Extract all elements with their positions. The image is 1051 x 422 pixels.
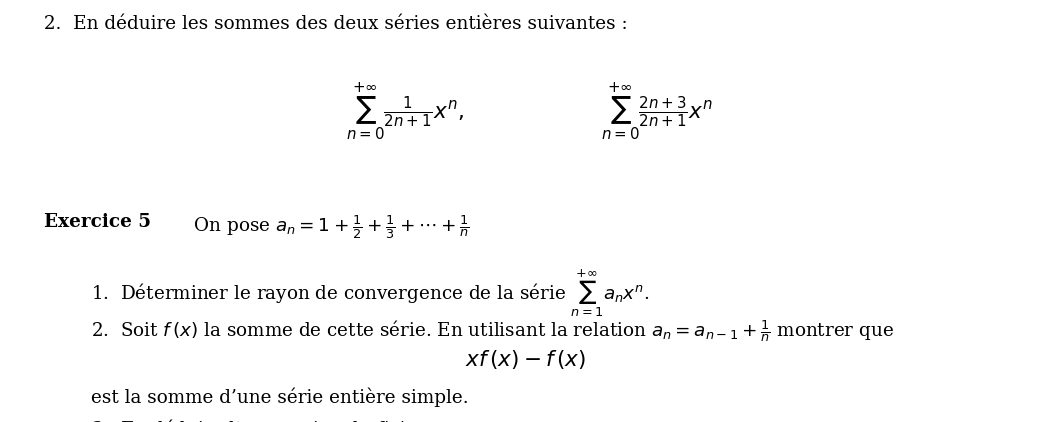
Text: Exercice 5: Exercice 5	[44, 213, 151, 231]
Text: $\sum_{n=0}^{+\infty} \frac{1}{2n+1}x^n,$: $\sum_{n=0}^{+\infty} \frac{1}{2n+1}x^n,…	[346, 81, 463, 143]
Text: 2.  Soit $f\,(x)$ la somme de cette série. En utilisant la relation $a_n = a_{n-: 2. Soit $f\,(x)$ la somme de cette série…	[91, 319, 894, 344]
Text: 3.  En déduire l’expression de $f(x)$.: 3. En déduire l’expression de $f(x)$.	[91, 417, 413, 422]
Text: On pose $a_n = 1 + \frac{1}{2} + \frac{1}{3} + \cdots + \frac{1}{n}$: On pose $a_n = 1 + \frac{1}{2} + \frac{1…	[182, 213, 470, 241]
Text: $xf\,(x) - f\,(x)$: $xf\,(x) - f\,(x)$	[465, 348, 586, 371]
Text: 1.  Déterminer le rayon de convergence de la série $\sum_{n=1}^{+\infty} a_n x^n: 1. Déterminer le rayon de convergence de…	[91, 268, 650, 320]
Text: $\sum_{n=0}^{+\infty} \frac{2n+3}{2n+1}x^n$: $\sum_{n=0}^{+\infty} \frac{2n+3}{2n+1}x…	[601, 81, 713, 143]
Text: 2.  En déduire les sommes des deux séries entières suivantes :: 2. En déduire les sommes des deux séries…	[44, 15, 627, 33]
Text: est la somme d’une série entière simple.: est la somme d’une série entière simple.	[91, 387, 469, 407]
